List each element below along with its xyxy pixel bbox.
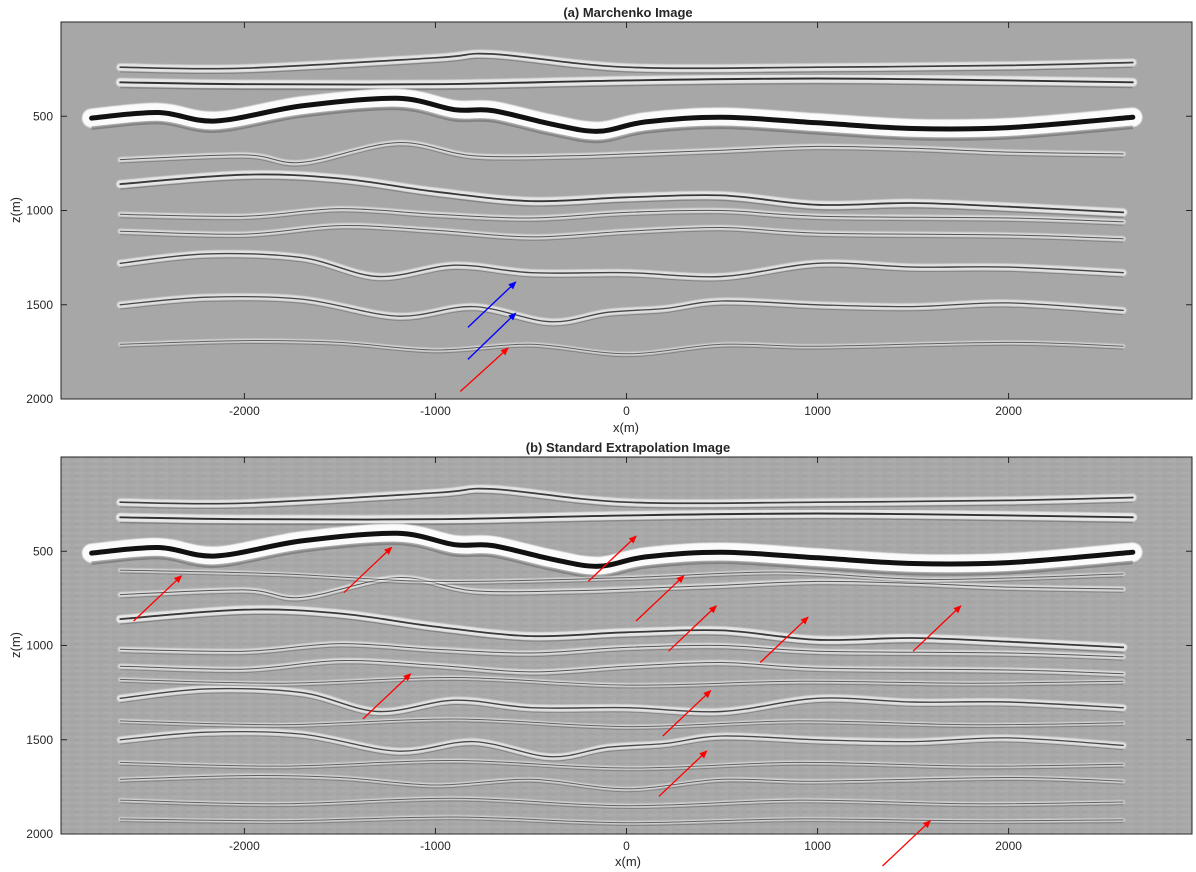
panel-b-arrow xyxy=(133,575,183,622)
panel-b-reflector xyxy=(118,815,1125,826)
panel-a-reflector xyxy=(115,74,1138,91)
panel-b-arrows xyxy=(133,535,962,867)
panel-a: (a) Marchenko Image -2000 -1000 0 1000 2000 … xyxy=(8,5,1193,435)
panel-b-reflectors xyxy=(82,484,1143,826)
panel-b-reflector xyxy=(117,641,1126,661)
panel-b-xtick-label: 0 xyxy=(623,839,630,853)
panel-a-xtick-label: -1000 xyxy=(420,404,451,418)
panel-b-reflector xyxy=(117,575,1126,602)
panel-b-reflector xyxy=(118,675,1126,689)
panel-a-reflector xyxy=(116,170,1128,218)
panel-a-x-axis: -2000 -1000 0 1000 2000 xyxy=(229,22,1022,418)
panel-b-reflector xyxy=(118,773,1126,793)
panel-b-reflector xyxy=(116,728,1127,762)
panel-b: (b) Standard Extrapolation Image -2000 -1… xyxy=(8,440,1193,869)
panel-a-xtick-label: 1000 xyxy=(804,404,831,418)
panel-a-reflector xyxy=(116,49,1137,75)
panel-b-y-axis: 500 1000 1500 2000 xyxy=(26,544,1192,841)
panel-a-reflector xyxy=(82,88,1143,144)
panel-b-reflector xyxy=(117,658,1126,678)
panel-b-xlabel: x(m) xyxy=(615,854,641,869)
panel-a-ylabel: z(m) xyxy=(8,197,23,223)
panel-b-reflector xyxy=(118,568,1126,585)
panel-b-ytick-label: 500 xyxy=(33,544,53,558)
panel-a-ytick-label: 500 xyxy=(33,109,53,123)
panel-a-reflector xyxy=(116,293,1127,327)
panel-a-arrow xyxy=(467,281,517,328)
panel-b-reflector xyxy=(116,605,1128,653)
panel-b-ylabel: z(m) xyxy=(8,632,23,658)
panel-a-title: (a) Marchenko Image xyxy=(563,5,692,20)
panel-b-xtick-label: -2000 xyxy=(229,839,260,853)
panel-b-arrow xyxy=(662,690,712,737)
panel-b-reflector xyxy=(118,758,1126,772)
panel-a-reflector xyxy=(117,223,1126,243)
panel-a-arrows xyxy=(459,281,517,392)
panel-b-ytick-label: 2000 xyxy=(26,827,53,841)
panel-b-xtick-label: -1000 xyxy=(420,839,451,853)
panel-b-reflector xyxy=(118,796,1126,810)
panel-a-arrow xyxy=(467,312,517,360)
panel-b-arrow xyxy=(668,605,718,652)
panel-a-reflector xyxy=(117,140,1126,167)
panel-b-reflector xyxy=(116,484,1137,510)
panel-b-arrow xyxy=(912,605,962,652)
panel-a-xlabel: x(m) xyxy=(613,420,639,435)
panel-b-ytick-label: 1500 xyxy=(26,733,53,747)
panel-b-title: (b) Standard Extrapolation Image xyxy=(526,440,730,455)
panel-b-xtick-label: 2000 xyxy=(995,839,1022,853)
panel-b-arrow xyxy=(882,820,932,867)
panel-b-reflector xyxy=(116,685,1127,717)
panel-a-reflector xyxy=(117,206,1126,226)
panel-a-ytick-label: 1500 xyxy=(26,298,53,312)
panel-a-ytick-label: 1000 xyxy=(26,204,53,218)
panel-b-reflector xyxy=(115,509,1138,526)
panel-b-arrow xyxy=(587,535,637,582)
panel-b-xtick-label: 1000 xyxy=(804,839,831,853)
panel-b-reflector xyxy=(118,717,1126,730)
panel-a-reflector xyxy=(116,250,1127,282)
panel-b-arrow xyxy=(362,673,412,720)
panel-a-xtick-label: 0 xyxy=(623,404,630,418)
panel-b-arrow xyxy=(343,546,393,594)
panel-a-reflector xyxy=(118,338,1126,358)
panel-b-arrow xyxy=(635,575,685,622)
panel-a-xtick-label: 2000 xyxy=(995,404,1022,418)
panel-b-reflector xyxy=(82,523,1143,579)
panel-a-xtick-label: -2000 xyxy=(229,404,260,418)
panel-b-ytick-label: 1000 xyxy=(26,639,53,653)
panel-b-arrow xyxy=(658,750,708,797)
panel-a-y-axis: 500 1000 1500 2000 xyxy=(26,109,1192,406)
panel-a-ytick-label: 2000 xyxy=(26,392,53,406)
panel-b-arrow xyxy=(759,616,809,663)
panel-a-arrow xyxy=(459,347,509,392)
panel-a-reflectors xyxy=(82,49,1143,358)
panel-b-x-axis: -2000 -1000 0 1000 2000 xyxy=(229,457,1022,853)
